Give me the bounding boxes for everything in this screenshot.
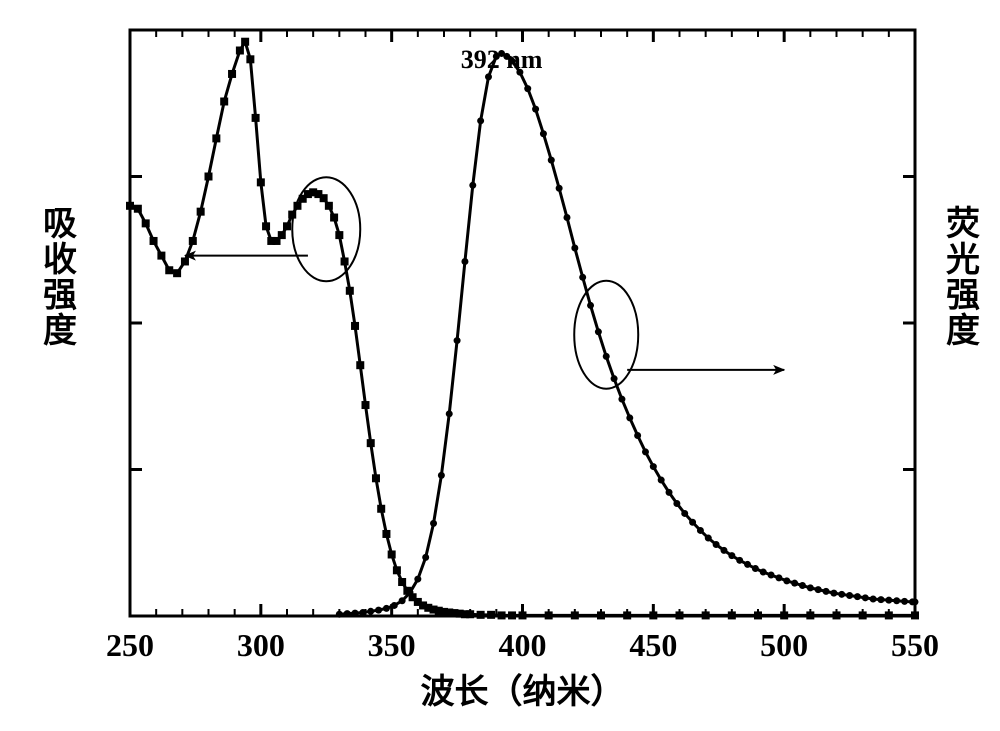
x-tick-label: 550: [891, 627, 939, 663]
x-tick-label: 450: [629, 627, 677, 663]
peak-label: 392 nm: [461, 45, 543, 74]
svg-text:吸: 吸: [43, 206, 77, 243]
x-tick-label: 400: [499, 627, 547, 663]
svg-text:度: 度: [43, 312, 77, 350]
y-axis-right-label: 荧光强度: [946, 205, 980, 350]
svg-text:收: 收: [43, 241, 77, 279]
svg-text:光: 光: [946, 241, 980, 279]
svg-text:强: 强: [43, 277, 77, 314]
x-tick-label: 500: [760, 627, 808, 663]
x-tick-label: 250: [106, 627, 154, 663]
chart-svg: 250300350400450500550波长（纳米）吸收强度荧光强度392 n…: [0, 0, 1000, 731]
spectrum-chart: 250300350400450500550波长（纳米）吸收强度荧光强度392 n…: [0, 0, 1000, 731]
y-axis-left-label: 吸收强度: [43, 206, 77, 350]
x-tick-label: 350: [368, 627, 416, 663]
x-axis-label: 波长（纳米）: [421, 672, 625, 711]
x-tick-label: 300: [237, 627, 285, 663]
svg-text:强: 强: [946, 277, 980, 314]
svg-text:度: 度: [946, 312, 980, 350]
svg-text:荧: 荧: [946, 205, 980, 243]
